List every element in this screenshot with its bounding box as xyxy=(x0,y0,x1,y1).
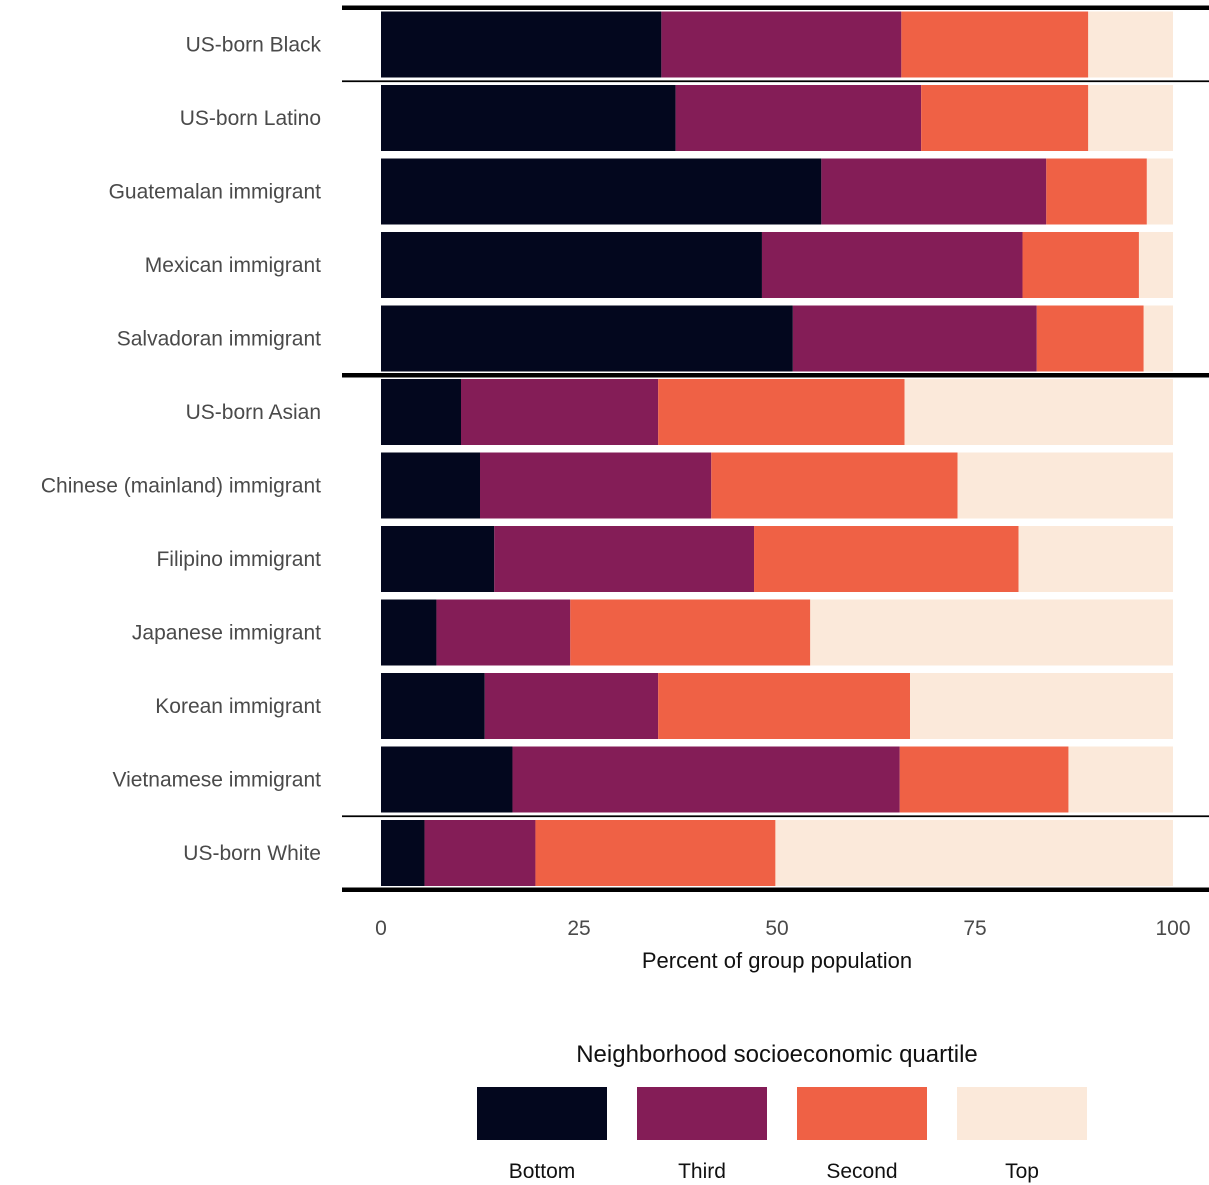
category-label: US-born White xyxy=(183,842,321,865)
bar-us-born-white-third xyxy=(424,820,536,886)
bar-japanese-immigrant-top xyxy=(810,599,1173,666)
bar-mexican-immigrant-top xyxy=(1138,232,1173,298)
bar-filipino-immigrant-third xyxy=(494,526,755,592)
category-label: Mexican immigrant xyxy=(145,254,321,277)
bar-salvadoran-immigrant-second xyxy=(1036,305,1144,372)
bar-chinese-mainland-immigrant-third xyxy=(480,452,712,519)
bar-guatemalan-immigrant-bottom xyxy=(381,158,822,225)
bar-korean-immigrant-bottom xyxy=(381,673,485,739)
legend: Bottom Third Second Top xyxy=(477,1087,1087,1183)
legend-label-bottom: Bottom xyxy=(509,1160,576,1183)
category-label: Filipino immigrant xyxy=(156,548,321,571)
x-tick-label: 25 xyxy=(567,917,590,940)
category-label: Japanese immigrant xyxy=(132,622,321,645)
bar-filipino-immigrant-top xyxy=(1018,526,1173,592)
legend-label-second: Second xyxy=(826,1160,897,1183)
bars-layer xyxy=(381,11,1173,886)
bar-mexican-immigrant-second xyxy=(1022,232,1139,298)
bar-us-born-latino-second xyxy=(921,85,1089,151)
bar-filipino-immigrant-bottom xyxy=(381,526,495,592)
x-tick-label: 75 xyxy=(963,917,986,940)
bar-us-born-asian-third xyxy=(460,379,659,445)
category-label: US-born Asian xyxy=(186,401,321,424)
bar-us-born-latino-third xyxy=(675,85,922,151)
bar-vietnamese-immigrant-third xyxy=(512,746,900,813)
group-separators xyxy=(342,5,1209,892)
x-tick-label: 100 xyxy=(1155,917,1190,940)
bar-japanese-immigrant-second xyxy=(570,599,811,666)
bar-us-born-black-bottom xyxy=(381,11,662,78)
bar-japanese-immigrant-third xyxy=(436,599,571,666)
bar-filipino-immigrant-second xyxy=(754,526,1019,592)
category-label: Salvadoran immigrant xyxy=(117,328,321,351)
legend-swatch-top xyxy=(957,1087,1087,1140)
bar-us-born-white-second xyxy=(535,820,776,886)
category-labels: US-born Black US-born Latino Guatemalan im… xyxy=(41,34,322,866)
bar-japanese-immigrant-bottom xyxy=(381,599,437,666)
legend-title: Neighborhood socioeconomic quartile xyxy=(576,1041,978,1068)
bar-us-born-latino-top xyxy=(1088,85,1173,151)
bar-us-born-asian-second xyxy=(658,379,905,445)
bar-us-born-white-top xyxy=(775,820,1173,886)
bar-korean-immigrant-second xyxy=(658,673,911,739)
bar-us-born-latino-bottom xyxy=(381,85,676,151)
bar-chinese-mainland-immigrant-top xyxy=(957,452,1173,519)
bar-salvadoran-immigrant-third xyxy=(792,305,1037,372)
x-tick-label: 0 xyxy=(375,917,387,940)
bar-korean-immigrant-third xyxy=(484,673,659,739)
legend-swatch-second xyxy=(797,1087,927,1140)
category-label: Chinese (mainland) immigrant xyxy=(41,475,321,498)
x-axis-ticks: 0 25 50 75 100 xyxy=(375,917,1190,940)
bar-chinese-mainland-immigrant-bottom xyxy=(381,452,480,519)
legend-swatch-bottom xyxy=(477,1087,607,1140)
bar-guatemalan-immigrant-third xyxy=(821,158,1047,225)
category-label: Vietnamese immigrant xyxy=(112,769,321,792)
bar-vietnamese-immigrant-top xyxy=(1068,746,1173,813)
bar-mexican-immigrant-third xyxy=(761,232,1023,298)
x-tick-label: 50 xyxy=(765,917,788,940)
bar-guatemalan-immigrant-top xyxy=(1146,158,1173,225)
bar-vietnamese-immigrant-bottom xyxy=(381,746,513,813)
bar-vietnamese-immigrant-second xyxy=(899,746,1069,813)
category-label: Guatemalan immigrant xyxy=(109,181,322,204)
category-label: Korean immigrant xyxy=(155,695,321,718)
bar-mexican-immigrant-bottom xyxy=(381,232,762,298)
category-label: US-born Black xyxy=(186,34,322,57)
bar-salvadoran-immigrant-bottom xyxy=(381,305,793,372)
bar-us-born-black-third xyxy=(661,11,902,78)
legend-swatch-third xyxy=(637,1087,767,1140)
bar-salvadoran-immigrant-top xyxy=(1143,305,1173,372)
bar-us-born-asian-bottom xyxy=(381,379,461,445)
bar-chinese-mainland-immigrant-second xyxy=(711,452,958,519)
bar-us-born-black-top xyxy=(1088,11,1173,78)
bar-guatemalan-immigrant-second xyxy=(1046,158,1147,225)
x-axis-title: Percent of group population xyxy=(642,948,912,973)
legend-label-third: Third xyxy=(678,1160,726,1183)
bar-us-born-asian-top xyxy=(904,379,1173,445)
category-label: US-born Latino xyxy=(180,107,321,130)
bar-korean-immigrant-top xyxy=(910,673,1173,739)
bar-us-born-black-second xyxy=(901,11,1089,78)
bar-us-born-white-bottom xyxy=(381,820,425,886)
legend-label-top: Top xyxy=(1005,1160,1039,1183)
